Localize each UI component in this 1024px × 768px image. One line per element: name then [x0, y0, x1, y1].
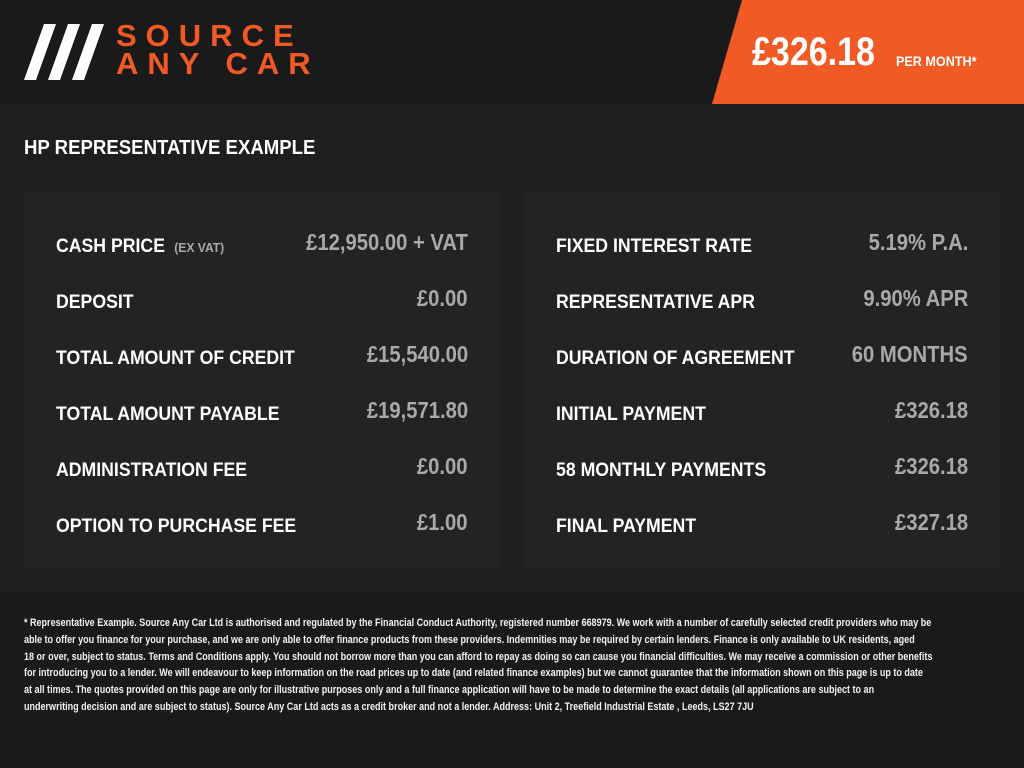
row-value: £1.00 — [417, 509, 468, 535]
row-label-text: OPTION TO PURCHASE FEE — [56, 516, 297, 537]
logo-line1: SOURCE — [116, 18, 303, 53]
row-label-text: TOTAL AMOUNT PAYABLE — [56, 404, 280, 425]
row-label: REPRESENTATIVE APR — [556, 292, 755, 314]
row-label: INITIAL PAYMENT — [556, 404, 706, 426]
finance-row: DEPOSIT £0.00 — [56, 284, 468, 314]
row-label-text: DURATION OF AGREEMENT — [556, 348, 795, 369]
finance-row: TOTAL AMOUNT OF CREDIT £15,540.00 — [56, 340, 468, 370]
row-label: OPTION TO PURCHASE FEE — [56, 516, 296, 538]
finance-row: FINAL PAYMENT £327.18 — [556, 508, 968, 538]
row-label: TOTAL AMOUNT OF CREDIT — [56, 348, 295, 370]
finance-row: 58 MONTHLY PAYMENTS £326.18 — [556, 452, 968, 482]
row-label: FINAL PAYMENT — [556, 516, 696, 538]
finance-row: INITIAL PAYMENT £326.18 — [556, 396, 968, 426]
disclaimer-line: 18 or over, subject to status. Terms and… — [24, 650, 933, 663]
row-label-text: ADMINISTRATION FEE — [56, 460, 248, 481]
row-label: CASH PRICE (EX VAT) — [56, 236, 224, 258]
finance-row: ADMINISTRATION FEE £0.00 — [56, 452, 468, 482]
disclaimer-line: for introducing you to a lender. We will… — [24, 667, 923, 680]
row-label: FIXED INTEREST RATE — [556, 236, 752, 258]
disclaimer-line: underwriting decision and are subject to… — [24, 700, 754, 713]
row-label-text: INITIAL PAYMENT — [556, 404, 706, 425]
row-label: DEPOSIT — [56, 292, 134, 314]
row-label: DURATION OF AGREEMENT — [556, 348, 795, 370]
disclaimer-line: at all times. The quotes provided on thi… — [24, 684, 875, 697]
finance-panel-right: FIXED INTEREST RATE 5.19% P.A. REPRESENTAT… — [524, 192, 1000, 569]
disclaimer-line: * Representative Example. Source Any Car… — [24, 617, 932, 629]
monthly-price: £326.18 — [752, 30, 875, 74]
row-label-text: REPRESENTATIVE APR — [556, 292, 755, 313]
disclaimer-line: able to offer you finance for your purch… — [24, 633, 915, 646]
row-value: £12,950.00 + VAT — [306, 229, 468, 255]
row-label: TOTAL AMOUNT PAYABLE — [56, 404, 280, 426]
logo[interactable]: SOURCE ANY CAR — [24, 18, 364, 82]
finance-row: DURATION OF AGREEMENT 60 MONTHS — [556, 340, 968, 370]
row-label-text: DEPOSIT — [56, 292, 134, 313]
logo-stripes-icon — [24, 24, 104, 80]
logo-line2: ANY CAR — [116, 46, 320, 81]
finance-row: OPTION TO PURCHASE FEE £1.00 — [56, 508, 468, 538]
row-label-text: 58 MONTHLY PAYMENTS — [556, 460, 767, 481]
finance-row: TOTAL AMOUNT PAYABLE £19,571.80 — [56, 396, 468, 426]
row-value: £0.00 — [417, 453, 468, 479]
row-label-text: CASH PRICE — [56, 236, 165, 257]
row-label-text: TOTAL AMOUNT OF CREDIT — [56, 348, 295, 369]
row-value: £19,571.80 — [366, 397, 468, 423]
footer: * Representative Example. Source Any Car… — [0, 593, 1024, 768]
row-label: 58 MONTHLY PAYMENTS — [556, 460, 766, 482]
header: SOURCE ANY CAR £326.18 PER MONTH* — [0, 0, 1024, 104]
row-value: £326.18 — [894, 397, 968, 423]
row-label-text: FINAL PAYMENT — [556, 516, 697, 537]
row-value: £0.00 — [417, 285, 468, 311]
row-value: 9.90% APR — [863, 285, 968, 311]
row-value: £326.18 — [894, 453, 968, 479]
disclaimer: * Representative Example. Source Any Car… — [24, 615, 932, 716]
row-value: £15,540.00 — [366, 341, 468, 367]
finance-row: FIXED INTEREST RATE 5.19% P.A. — [556, 228, 968, 258]
row-value: 5.19% P.A. — [868, 229, 968, 255]
finance-row: CASH PRICE (EX VAT) £12,950.00 + VAT — [56, 228, 468, 258]
row-label-text: FIXED INTEREST RATE — [556, 236, 753, 257]
monthly-price-badge: £326.18 PER MONTH* — [712, 0, 1024, 104]
row-label: ADMINISTRATION FEE — [56, 460, 247, 482]
row-value: 60 MONTHS — [852, 341, 968, 367]
row-value: £327.18 — [894, 509, 968, 535]
per-month-label: PER MONTH* — [896, 53, 977, 69]
logo-text: SOURCE ANY CAR — [116, 18, 320, 81]
section-title: HP REPRESENTATIVE EXAMPLE — [24, 137, 316, 159]
row-note: (EX VAT) — [174, 240, 225, 255]
finance-row: REPRESENTATIVE APR 9.90% APR — [556, 284, 968, 314]
finance-panel-left: CASH PRICE (EX VAT) £12,950.00 + VAT DEPOSI… — [24, 192, 500, 569]
